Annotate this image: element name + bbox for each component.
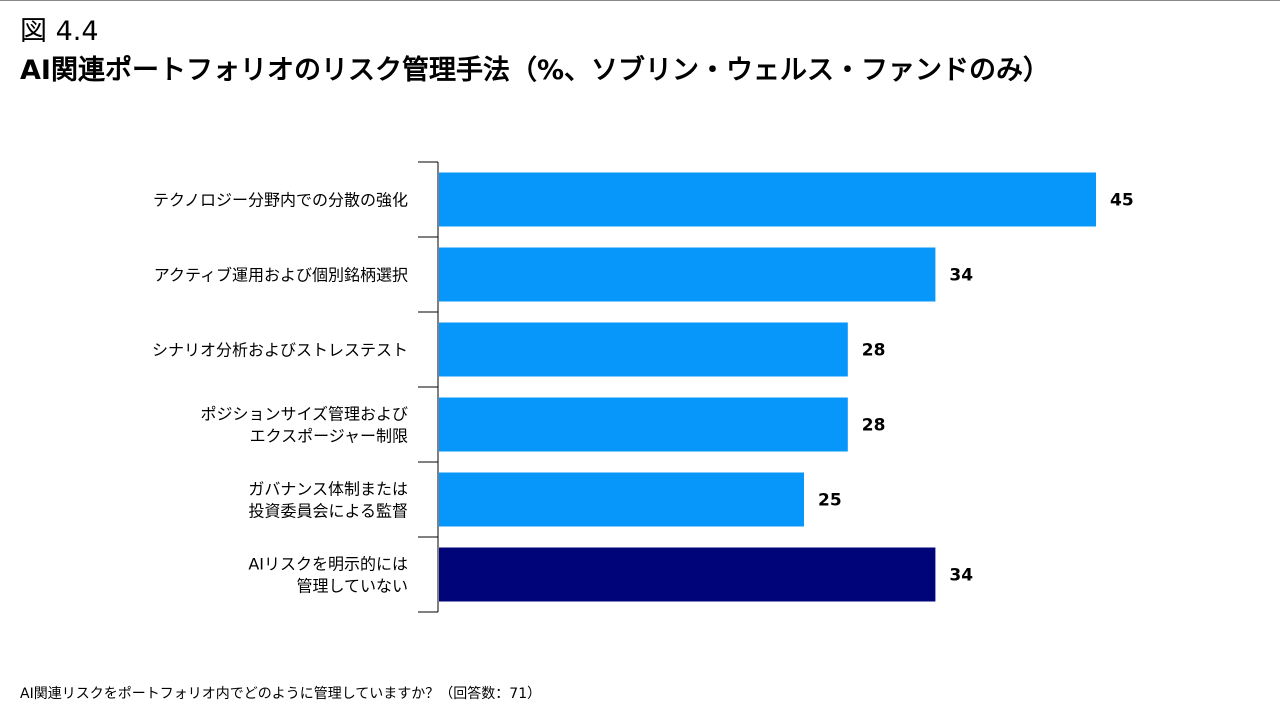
bar-6 xyxy=(439,547,936,602)
bar-4 xyxy=(439,397,848,452)
value-label-6: 34 xyxy=(949,566,973,586)
category-label-line: シナリオ分析およびストレステスト xyxy=(152,341,408,360)
value-label-1: 45 xyxy=(1110,191,1134,211)
category-label-4: ポジションサイズ管理およびエクスポージャー制限 xyxy=(200,405,408,446)
chart-title: AI関連ポートフォリオのリスク管理手法（%、ソブリン・ウェルス・ファンドのみ） xyxy=(20,55,1050,86)
value-label-3: 28 xyxy=(862,341,886,361)
category-label-3: シナリオ分析およびストレステスト xyxy=(152,341,408,360)
category-label-line: テクノロジー分野内での分散の強化 xyxy=(153,191,408,210)
bar-chart: 45 テクノロジー分野内での分散の強化 34 アクティブ運用および個別銘柄選択 28 シナ… xyxy=(152,161,1134,613)
category-label-2: アクティブ運用および個別銘柄選択 xyxy=(154,266,408,285)
category-label-line: アクティブ運用および個別銘柄選択 xyxy=(154,266,408,285)
category-label-1: テクノロジー分野内での分散の強化 xyxy=(153,191,408,210)
category-label-line: エクスポージャー制限 xyxy=(250,427,408,446)
category-label-6: AIリスクを明示的には管理していない xyxy=(248,555,408,596)
value-label-2: 34 xyxy=(949,266,973,286)
category-label-line: 投資委員会による監督 xyxy=(248,502,408,521)
value-label-4: 28 xyxy=(862,416,886,436)
top-rule xyxy=(0,0,1280,1)
bar-2 xyxy=(439,247,936,302)
category-label-5: ガバナンス体制または投資委員会による監督 xyxy=(248,480,408,521)
category-label-line: ポジションサイズ管理および xyxy=(200,405,408,424)
figure-label: 図 4.4 xyxy=(20,16,99,47)
bar-5 xyxy=(439,472,804,527)
category-label-line: 管理していない xyxy=(296,577,408,596)
category-label-line: AIリスクを明示的には xyxy=(248,555,408,574)
bar-3 xyxy=(439,322,848,377)
category-label-line: ガバナンス体制または xyxy=(248,480,408,499)
footnote: AI関連リスクをポートフォリオ内でどのように管理していますか？（回答数：71） xyxy=(20,686,542,702)
value-label-5: 25 xyxy=(818,491,842,511)
bar-1 xyxy=(439,172,1096,227)
